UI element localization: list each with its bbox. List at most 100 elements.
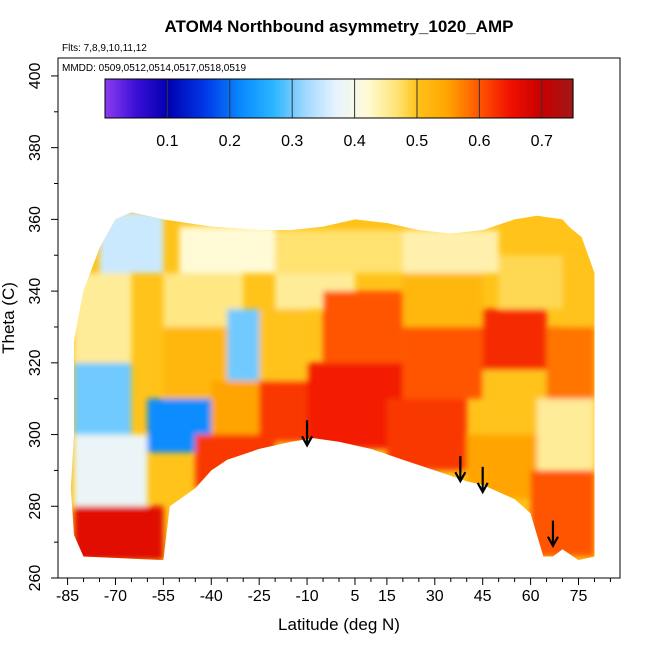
heatmap-region xyxy=(562,255,595,327)
colorbar-segment xyxy=(335,79,340,118)
chart-title: ATOM4 Northbound asymmetry_1020_AMP xyxy=(165,17,514,36)
x-tick-label: 30 xyxy=(426,588,444,605)
colorbar-segment xyxy=(217,79,222,118)
colorbar-segment xyxy=(566,79,571,118)
colorbar-segment xyxy=(367,79,371,118)
x-tick-label: -85 xyxy=(56,588,79,605)
colorbar-segment xyxy=(466,79,471,118)
colorbar-segment xyxy=(507,79,512,118)
colorbar-segment xyxy=(261,79,265,118)
colorbar-segment xyxy=(257,79,262,118)
colorbar-segment xyxy=(541,79,546,118)
colorbar-segment xyxy=(276,79,281,118)
colorbar-segment xyxy=(342,79,346,118)
colorbar-segment xyxy=(304,79,309,118)
colorbar-segment xyxy=(264,79,268,118)
colorbar-segment xyxy=(551,79,555,118)
colorbar-segment xyxy=(423,79,427,118)
colorbar-segment xyxy=(307,79,312,118)
y-axis-label: Theta (C) xyxy=(0,282,18,354)
colorbar-segment xyxy=(320,79,324,118)
colorbar-segment xyxy=(145,79,150,118)
colorbar-segment xyxy=(204,79,209,118)
colorbar-segment xyxy=(435,79,440,118)
colorbar-segment xyxy=(548,79,552,118)
colorbar-segment xyxy=(173,79,178,118)
heatmap-region xyxy=(546,326,595,399)
x-tick-label: 45 xyxy=(474,588,492,605)
colorbar-segment xyxy=(242,79,246,118)
heatmap-region xyxy=(211,380,260,435)
colorbar-segment xyxy=(229,79,234,118)
heatmap-region xyxy=(323,291,403,363)
colorbar-segment xyxy=(363,79,368,118)
colorbar-segment xyxy=(161,79,165,118)
colorbar-segment xyxy=(495,79,499,118)
colorbar-segment xyxy=(245,79,250,118)
colorbar-segment xyxy=(445,79,449,118)
x-tick-label: 5 xyxy=(351,588,360,605)
data-domain xyxy=(70,212,595,561)
colorbar-segment xyxy=(298,79,303,118)
colorbar-segment xyxy=(351,79,356,118)
colorbar-segment xyxy=(501,79,505,118)
colorbar-segment xyxy=(198,79,203,118)
colorbar-segment xyxy=(251,79,256,118)
colorbar-segment xyxy=(432,79,437,118)
arrow-marker xyxy=(454,456,467,484)
arrow-markers xyxy=(301,420,559,548)
colorbar-segment xyxy=(516,79,521,118)
colorbar-segment xyxy=(357,79,362,118)
colorbar-segment xyxy=(223,79,228,118)
colorbar-segment xyxy=(485,79,490,118)
colorbar-segment xyxy=(111,79,115,118)
colorbar-segment xyxy=(345,79,349,118)
heatmap-region xyxy=(466,434,537,500)
colorbar-segment xyxy=(554,79,558,118)
heatmap-region xyxy=(402,230,499,274)
colorbar-segment xyxy=(192,79,197,118)
colorbar-segment xyxy=(139,79,144,118)
y-tick-label: 340 xyxy=(27,278,44,305)
colorbar-segment xyxy=(376,79,381,118)
colorbar-segment xyxy=(148,79,153,118)
colorbar-segment xyxy=(167,79,172,118)
colorbar-segment xyxy=(560,79,565,118)
colorbar-segment xyxy=(326,79,331,118)
heatmap-region xyxy=(259,309,308,381)
colorbar-segment xyxy=(385,79,390,118)
colorbar-segment xyxy=(476,79,480,118)
y-tick-label: 360 xyxy=(27,206,44,233)
colorbar-segment xyxy=(136,79,140,118)
heatmap-region xyxy=(73,434,148,507)
colorbar-segment xyxy=(448,79,452,118)
colorbar-segment xyxy=(569,79,574,118)
colorbar-segment xyxy=(407,79,412,118)
colorbar-segment xyxy=(214,79,218,118)
x-tick-label: -10 xyxy=(296,588,319,605)
x-tick-label: 75 xyxy=(570,588,588,605)
colorbar-frame xyxy=(104,78,574,119)
colorbar-segment xyxy=(420,79,424,118)
colorbar-segment xyxy=(457,79,462,118)
colorbar-segment xyxy=(317,79,321,118)
colorbar-segment xyxy=(279,79,284,118)
colorbar-segment xyxy=(451,79,456,118)
colorbar-segment xyxy=(401,79,406,118)
colorbar-segment xyxy=(154,79,159,118)
colorbar-segment xyxy=(114,79,119,118)
heatmap-region xyxy=(530,470,595,557)
colorbar-tick-label: 0.6 xyxy=(468,133,490,150)
colorbar-segment xyxy=(388,79,393,118)
colorbar-segment xyxy=(195,79,200,118)
colorbar-segment xyxy=(151,79,156,118)
colorbar-segment xyxy=(158,79,162,118)
heatmap-region xyxy=(195,434,276,489)
heatmap-region xyxy=(73,506,164,561)
heatmap-region xyxy=(73,362,132,435)
y-tick-label: 380 xyxy=(27,134,44,161)
colorbar-segment xyxy=(120,79,125,118)
colorbar-segment xyxy=(454,79,459,118)
colorbar-segment xyxy=(426,79,431,118)
colorbar-segment xyxy=(557,79,562,118)
